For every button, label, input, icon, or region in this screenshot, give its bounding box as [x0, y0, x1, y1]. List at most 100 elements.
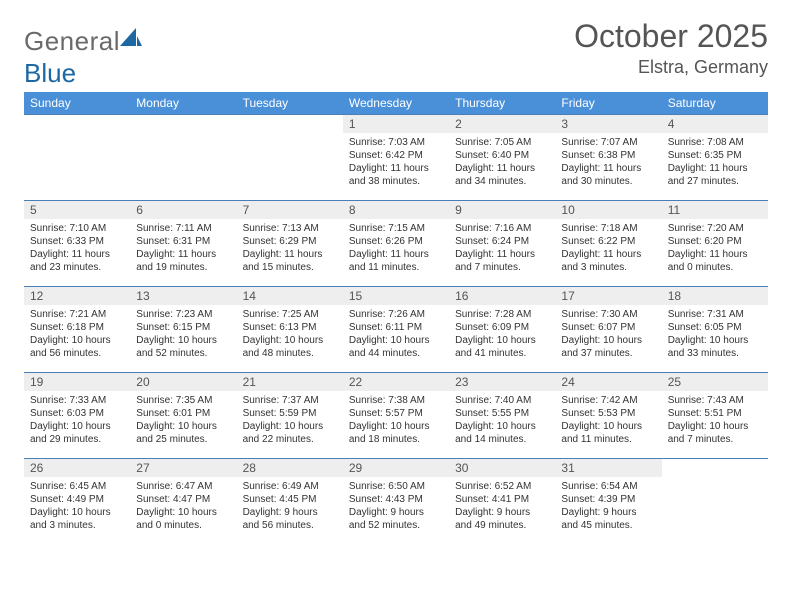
day-details: Sunrise: 7:21 AMSunset: 6:18 PMDaylight:…	[24, 305, 130, 362]
day-details: Sunrise: 7:10 AMSunset: 6:33 PMDaylight:…	[24, 219, 130, 276]
month-title: October 2025	[574, 18, 768, 55]
weekday-header: Wednesday	[343, 92, 449, 115]
calendar-cell: 10Sunrise: 7:18 AMSunset: 6:22 PMDayligh…	[555, 201, 661, 287]
day-details: Sunrise: 7:30 AMSunset: 6:07 PMDaylight:…	[555, 305, 661, 362]
weekday-header: Saturday	[662, 92, 768, 115]
day-details: Sunrise: 7:20 AMSunset: 6:20 PMDaylight:…	[662, 219, 768, 276]
calendar-cell: 15Sunrise: 7:26 AMSunset: 6:11 PMDayligh…	[343, 287, 449, 373]
day-number: 18	[662, 287, 768, 305]
day-details: Sunrise: 7:35 AMSunset: 6:01 PMDaylight:…	[130, 391, 236, 448]
day-number: 4	[662, 115, 768, 133]
day-details: Sunrise: 6:50 AMSunset: 4:43 PMDaylight:…	[343, 477, 449, 534]
calendar-cell: 28Sunrise: 6:49 AMSunset: 4:45 PMDayligh…	[237, 459, 343, 545]
weekday-header-row: SundayMondayTuesdayWednesdayThursdayFrid…	[24, 92, 768, 115]
day-number: 20	[130, 373, 236, 391]
calendar-cell: 11Sunrise: 7:20 AMSunset: 6:20 PMDayligh…	[662, 201, 768, 287]
day-number-empty	[662, 459, 768, 477]
calendar-cell: 27Sunrise: 6:47 AMSunset: 4:47 PMDayligh…	[130, 459, 236, 545]
calendar-cell: 19Sunrise: 7:33 AMSunset: 6:03 PMDayligh…	[24, 373, 130, 459]
day-number-empty	[130, 115, 236, 133]
day-number: 26	[24, 459, 130, 477]
logo-word1: General	[24, 26, 120, 57]
day-number: 30	[449, 459, 555, 477]
calendar-cell: 3Sunrise: 7:07 AMSunset: 6:38 PMDaylight…	[555, 115, 661, 201]
location: Elstra, Germany	[574, 57, 768, 78]
calendar-cell	[237, 115, 343, 201]
day-number: 1	[343, 115, 449, 133]
day-details: Sunrise: 7:15 AMSunset: 6:26 PMDaylight:…	[343, 219, 449, 276]
calendar-cell: 2Sunrise: 7:05 AMSunset: 6:40 PMDaylight…	[449, 115, 555, 201]
day-number: 2	[449, 115, 555, 133]
day-number: 14	[237, 287, 343, 305]
weekday-header: Thursday	[449, 92, 555, 115]
calendar-row: 5Sunrise: 7:10 AMSunset: 6:33 PMDaylight…	[24, 201, 768, 287]
calendar-cell: 31Sunrise: 6:54 AMSunset: 4:39 PMDayligh…	[555, 459, 661, 545]
day-number: 28	[237, 459, 343, 477]
day-details: Sunrise: 6:45 AMSunset: 4:49 PMDaylight:…	[24, 477, 130, 534]
calendar-cell: 6Sunrise: 7:11 AMSunset: 6:31 PMDaylight…	[130, 201, 236, 287]
day-number: 24	[555, 373, 661, 391]
day-details: Sunrise: 7:11 AMSunset: 6:31 PMDaylight:…	[130, 219, 236, 276]
day-number: 19	[24, 373, 130, 391]
calendar-row: 1Sunrise: 7:03 AMSunset: 6:42 PMDaylight…	[24, 115, 768, 201]
day-number-empty	[24, 115, 130, 133]
calendar-cell: 29Sunrise: 6:50 AMSunset: 4:43 PMDayligh…	[343, 459, 449, 545]
day-details: Sunrise: 7:08 AMSunset: 6:35 PMDaylight:…	[662, 133, 768, 190]
day-details: Sunrise: 7:13 AMSunset: 6:29 PMDaylight:…	[237, 219, 343, 276]
day-number: 9	[449, 201, 555, 219]
weekday-header: Sunday	[24, 92, 130, 115]
day-details: Sunrise: 7:05 AMSunset: 6:40 PMDaylight:…	[449, 133, 555, 190]
day-number: 8	[343, 201, 449, 219]
day-details: Sunrise: 7:33 AMSunset: 6:03 PMDaylight:…	[24, 391, 130, 448]
day-number: 12	[24, 287, 130, 305]
calendar-cell	[24, 115, 130, 201]
calendar-table: SundayMondayTuesdayWednesdayThursdayFrid…	[24, 92, 768, 545]
calendar-cell	[130, 115, 236, 201]
day-number: 31	[555, 459, 661, 477]
day-details: Sunrise: 7:43 AMSunset: 5:51 PMDaylight:…	[662, 391, 768, 448]
calendar-cell: 20Sunrise: 7:35 AMSunset: 6:01 PMDayligh…	[130, 373, 236, 459]
day-details: Sunrise: 7:42 AMSunset: 5:53 PMDaylight:…	[555, 391, 661, 448]
calendar-cell: 7Sunrise: 7:13 AMSunset: 6:29 PMDaylight…	[237, 201, 343, 287]
calendar-cell: 1Sunrise: 7:03 AMSunset: 6:42 PMDaylight…	[343, 115, 449, 201]
day-details: Sunrise: 7:31 AMSunset: 6:05 PMDaylight:…	[662, 305, 768, 362]
calendar-row: 26Sunrise: 6:45 AMSunset: 4:49 PMDayligh…	[24, 459, 768, 545]
day-number: 27	[130, 459, 236, 477]
day-number: 6	[130, 201, 236, 219]
calendar-cell: 12Sunrise: 7:21 AMSunset: 6:18 PMDayligh…	[24, 287, 130, 373]
calendar-cell: 4Sunrise: 7:08 AMSunset: 6:35 PMDaylight…	[662, 115, 768, 201]
weekday-header: Friday	[555, 92, 661, 115]
day-details: Sunrise: 7:16 AMSunset: 6:24 PMDaylight:…	[449, 219, 555, 276]
day-details: Sunrise: 7:07 AMSunset: 6:38 PMDaylight:…	[555, 133, 661, 190]
calendar-cell: 24Sunrise: 7:42 AMSunset: 5:53 PMDayligh…	[555, 373, 661, 459]
day-number: 23	[449, 373, 555, 391]
day-number: 16	[449, 287, 555, 305]
day-number: 3	[555, 115, 661, 133]
day-details: Sunrise: 7:37 AMSunset: 5:59 PMDaylight:…	[237, 391, 343, 448]
calendar-cell	[662, 459, 768, 545]
day-number: 17	[555, 287, 661, 305]
day-details: Sunrise: 7:40 AMSunset: 5:55 PMDaylight:…	[449, 391, 555, 448]
day-number: 11	[662, 201, 768, 219]
weekday-header: Monday	[130, 92, 236, 115]
day-details: Sunrise: 6:47 AMSunset: 4:47 PMDaylight:…	[130, 477, 236, 534]
calendar-cell: 30Sunrise: 6:52 AMSunset: 4:41 PMDayligh…	[449, 459, 555, 545]
calendar-cell: 25Sunrise: 7:43 AMSunset: 5:51 PMDayligh…	[662, 373, 768, 459]
calendar-cell: 23Sunrise: 7:40 AMSunset: 5:55 PMDayligh…	[449, 373, 555, 459]
calendar-cell: 14Sunrise: 7:25 AMSunset: 6:13 PMDayligh…	[237, 287, 343, 373]
day-number: 7	[237, 201, 343, 219]
calendar-cell: 18Sunrise: 7:31 AMSunset: 6:05 PMDayligh…	[662, 287, 768, 373]
calendar-cell: 9Sunrise: 7:16 AMSunset: 6:24 PMDaylight…	[449, 201, 555, 287]
day-number: 29	[343, 459, 449, 477]
header: General October 2025 Elstra, Germany	[24, 18, 768, 78]
day-number: 15	[343, 287, 449, 305]
day-details: Sunrise: 7:28 AMSunset: 6:09 PMDaylight:…	[449, 305, 555, 362]
calendar-cell: 13Sunrise: 7:23 AMSunset: 6:15 PMDayligh…	[130, 287, 236, 373]
weekday-header: Tuesday	[237, 92, 343, 115]
day-number: 13	[130, 287, 236, 305]
calendar-row: 19Sunrise: 7:33 AMSunset: 6:03 PMDayligh…	[24, 373, 768, 459]
day-details: Sunrise: 7:18 AMSunset: 6:22 PMDaylight:…	[555, 219, 661, 276]
day-details: Sunrise: 6:49 AMSunset: 4:45 PMDaylight:…	[237, 477, 343, 534]
day-details: Sunrise: 7:26 AMSunset: 6:11 PMDaylight:…	[343, 305, 449, 362]
day-number: 5	[24, 201, 130, 219]
